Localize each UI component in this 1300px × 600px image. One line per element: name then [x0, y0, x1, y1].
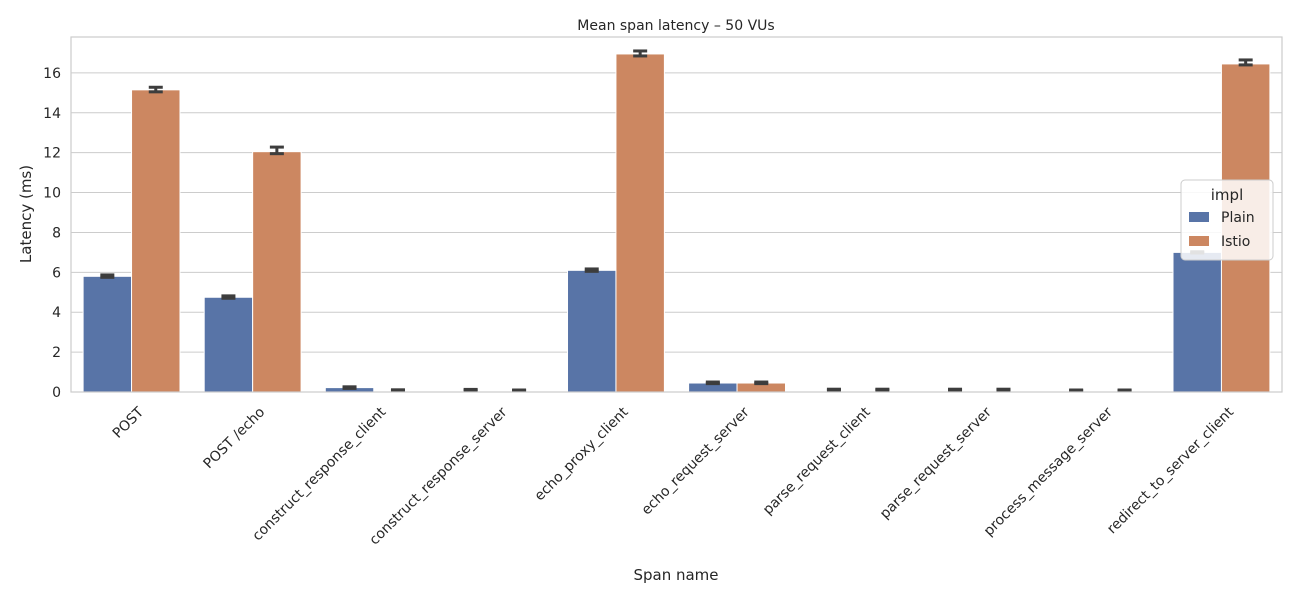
bar-plain-1: [203, 296, 254, 393]
legend-label-istio: Istio: [1221, 234, 1250, 250]
error-bar: [512, 388, 527, 393]
x-tick-label: echo_proxy_client: [532, 404, 632, 504]
x-tick-label: construct_response_client: [250, 404, 390, 544]
error-bar: [705, 380, 720, 386]
error-bar: [221, 294, 236, 300]
error-bar: [1238, 58, 1253, 67]
x-tick-label: echo_request_server: [639, 404, 753, 518]
y-tick-label: 8: [52, 225, 61, 241]
legend-title: impl: [1211, 186, 1243, 204]
error-bar: [584, 267, 599, 273]
y-tick-label: 12: [43, 146, 61, 162]
error-bar: [100, 273, 115, 279]
error-bar: [875, 387, 890, 392]
y-tick-label: 0: [52, 385, 61, 401]
x-tick-labels: POST POST /echoconstruct_response_clientc…: [110, 404, 1238, 548]
plot-frame: [70, 36, 1283, 393]
error-bar: [1069, 388, 1084, 393]
y-tick-label: 6: [52, 265, 61, 281]
error-bar: [269, 145, 284, 156]
x-tick-label: POST /echo: [201, 404, 269, 472]
y-tick-label: 10: [43, 186, 61, 202]
x-tick-label: construct_response_server: [366, 404, 510, 548]
legend: impl Plain Istio: [1180, 179, 1274, 261]
y-tick-label: 2: [52, 345, 61, 361]
y-tick-label: 4: [52, 305, 61, 321]
y-axis-label: Latency (ms): [17, 165, 35, 263]
error-bar: [342, 385, 357, 390]
legend-label-plain: Plain: [1221, 210, 1255, 226]
error-bar: [1117, 388, 1132, 393]
x-tick-label: POST: [110, 404, 148, 442]
chart-title: Mean span latency – 50 VUs: [577, 18, 774, 34]
error-bar: [826, 387, 841, 392]
legend-swatch-plain: [1189, 212, 1209, 222]
y-tick-label: 14: [43, 106, 61, 122]
x-tick-label: redirect_to_server_client: [1104, 404, 1237, 537]
error-bar: [996, 387, 1011, 392]
error-bar: [148, 85, 163, 94]
bar-istio-0: [131, 89, 181, 393]
error-bar: [754, 380, 769, 386]
y-tick-labels: 0 2 4 6 8 10 12 14 16: [43, 66, 61, 401]
error-bar: [463, 387, 478, 392]
bar-istio-1: [252, 151, 302, 393]
x-tick-label: parse_request_server: [877, 404, 995, 522]
x-axis-label: Span name: [633, 566, 718, 584]
legend-swatch-istio: [1189, 236, 1209, 246]
bar-plain-0: [82, 275, 133, 393]
bars: [82, 53, 1271, 393]
y-tick-label: 16: [43, 66, 61, 82]
bar-plain-4: [567, 269, 617, 393]
bar-plain-9: [1172, 251, 1222, 393]
x-tick-label: process_message_server: [981, 404, 1116, 539]
bar-istio-4: [615, 53, 665, 393]
x-tick-label: parse_request_client: [760, 404, 874, 518]
error-bar: [633, 49, 648, 58]
error-bar: [390, 388, 405, 392]
error-bar: [948, 387, 963, 392]
